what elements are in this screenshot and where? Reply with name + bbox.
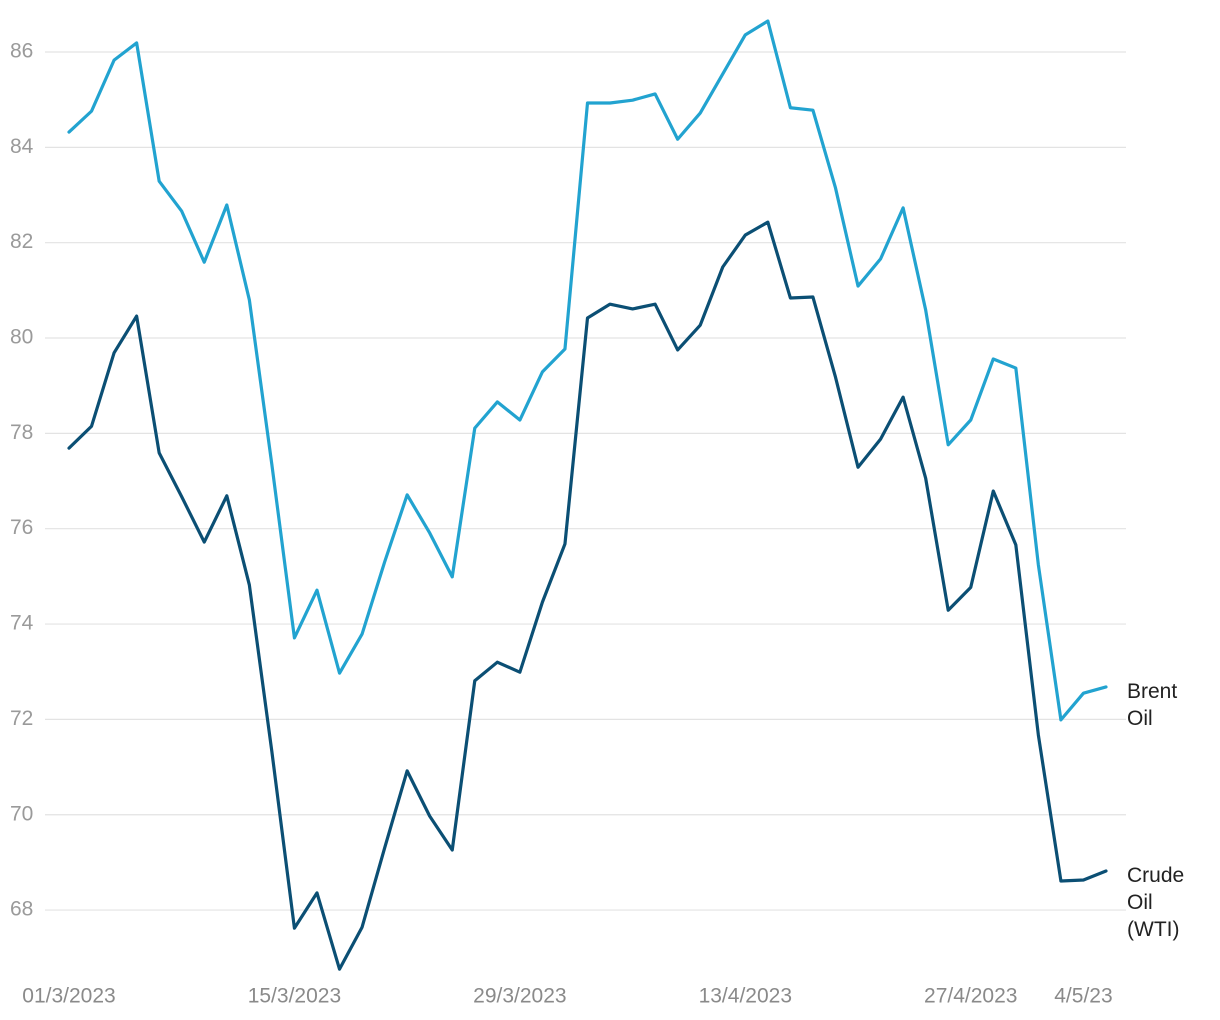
y-tick-label: 74 xyxy=(10,612,34,635)
series-line xyxy=(67,19,1108,722)
x-tick-label: 15/3/2023 xyxy=(248,985,341,1008)
y-tick-label: 78 xyxy=(10,421,33,444)
series-label: Brent Oil xyxy=(1127,680,1183,730)
y-tick-label: 86 xyxy=(10,40,33,63)
y-tick-label: 70 xyxy=(10,802,33,825)
x-tick-label: 01/3/2023 xyxy=(22,985,115,1008)
y-tick-label: 76 xyxy=(10,516,33,539)
x-tick-label: 27/4/2023 xyxy=(924,985,1017,1008)
y-tick-label: 72 xyxy=(10,707,33,730)
y-tick-label: 80 xyxy=(10,326,33,349)
y-tick-label: 68 xyxy=(10,898,33,921)
x-tick-label: 4/5/23 xyxy=(1054,985,1112,1008)
x-tick-label: 29/3/2023 xyxy=(473,985,566,1008)
y-tick-label: 82 xyxy=(10,230,33,253)
series-label: Crude Oil (WTI) xyxy=(1127,864,1190,941)
series-line xyxy=(67,220,1108,971)
x-tick-label: 13/4/2023 xyxy=(699,985,792,1008)
y-tick-label: 84 xyxy=(10,135,34,158)
